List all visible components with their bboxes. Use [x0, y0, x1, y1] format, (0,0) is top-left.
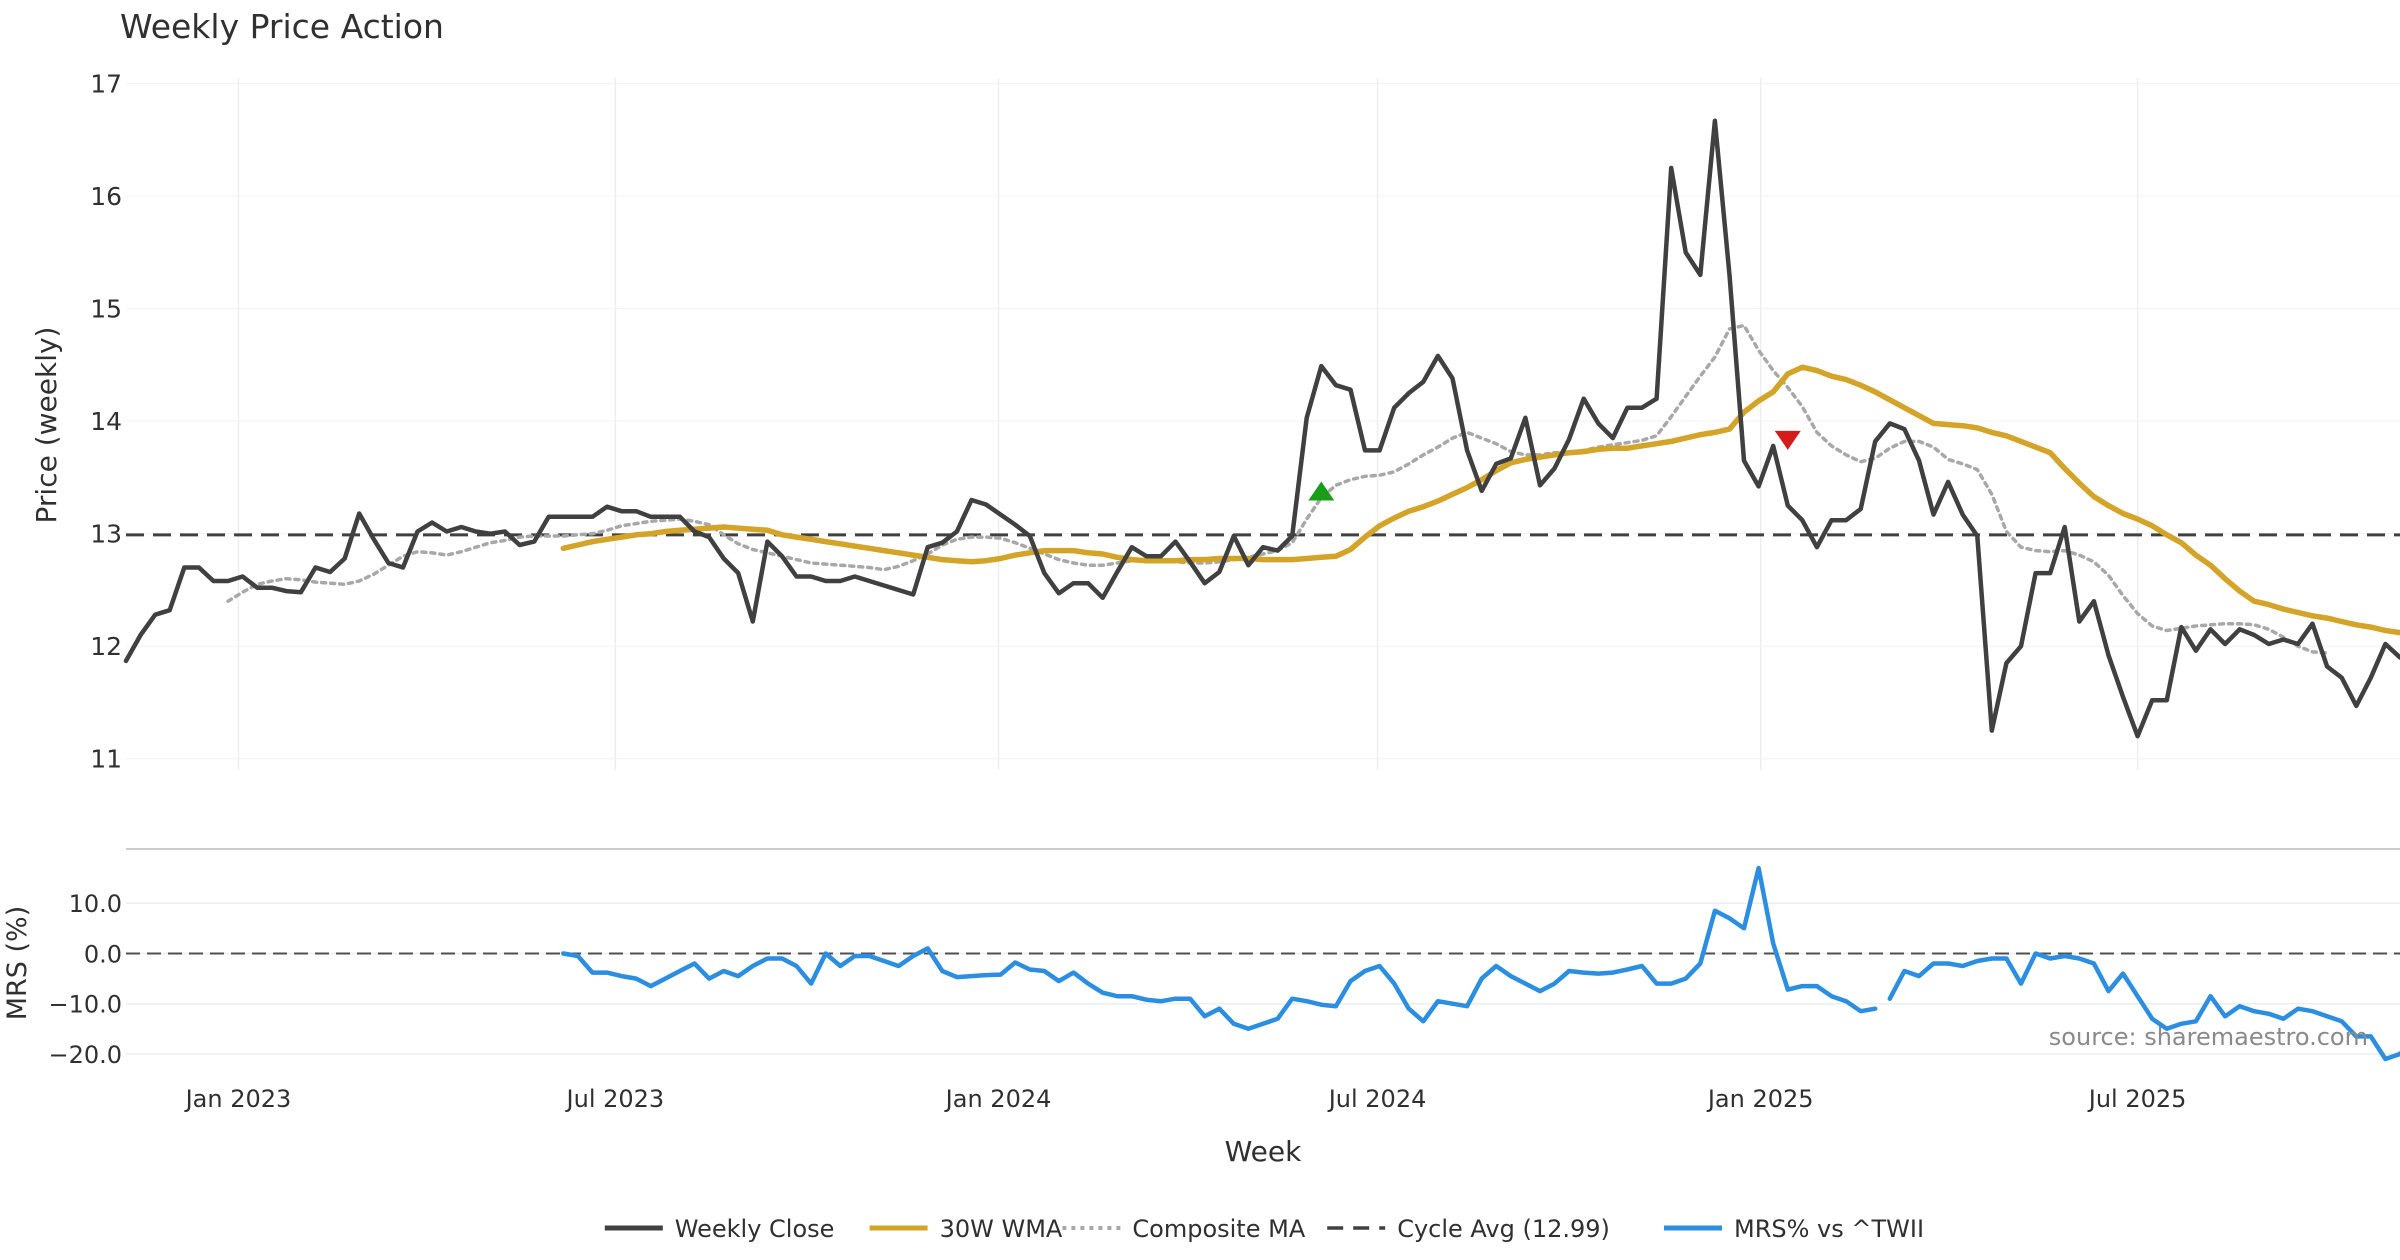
series-mrs-segment-1	[561, 865, 1878, 1032]
mrs-y-tick-label: −10.0	[48, 991, 122, 1019]
x-tick-label: Jan 2024	[944, 1085, 1052, 1113]
series-layer	[123, 118, 2400, 1062]
price-axis-label: Price (weekly)	[30, 327, 63, 524]
axis-layer: Jan 2023 Jul 2023 Jan 2024 Jul 2024 Jan 2025…	[48, 70, 2186, 1113]
grid-layer	[126, 78, 2400, 1055]
x-tick-label: Jul 2025	[2087, 1085, 2187, 1113]
x-axis-label: Week	[1225, 1135, 1302, 1168]
price-y-tick-label: 16	[90, 182, 122, 211]
legend-label-30w-wma: 30W WMA	[940, 1215, 1063, 1243]
x-tick-label: Jan 2023	[184, 1085, 292, 1113]
source-credit: source: sharemaestro.com	[2049, 1023, 2368, 1051]
series-weekly-close	[123, 118, 2400, 739]
legend-label-mrs-vs-twii: MRS% vs ^TWII	[1734, 1215, 1924, 1243]
x-tick-label: Jul 2023	[565, 1085, 665, 1113]
legend-label-cycle-avg-12-99: Cycle Avg (12.99)	[1397, 1215, 1610, 1243]
x-tick-label: Jul 2024	[1327, 1085, 1427, 1113]
mrs-axis-label: MRS (%)	[2, 906, 33, 1021]
price-y-tick-label: 13	[90, 520, 122, 549]
series-30w-wma	[560, 364, 2400, 636]
x-tick-label: Jan 2025	[1706, 1085, 1814, 1113]
price-y-tick-label: 11	[90, 745, 122, 774]
reference-lines	[126, 533, 2400, 955]
mrs-y-tick-label: 0.0	[84, 940, 122, 968]
sell-signal-marker	[1774, 430, 1801, 450]
price-y-tick-label: 12	[90, 632, 122, 661]
legend-label-weekly-close: Weekly Close	[675, 1215, 835, 1243]
buy-signal-marker	[1308, 481, 1335, 501]
price-y-tick-label: 17	[90, 70, 122, 99]
chart-title: Weekly Price Action	[120, 7, 444, 46]
mrs-y-tick-label: −20.0	[48, 1041, 122, 1069]
series-composite-ma	[226, 323, 2329, 655]
price-y-tick-label: 15	[90, 295, 122, 324]
marker-layer	[1308, 430, 1801, 501]
mrs-y-tick-label: 10.0	[69, 890, 122, 918]
series-mrs-segment-2	[1887, 951, 2400, 1062]
legend: Weekly Close 30W WMA Composite MA Cycle Avg…	[604, 1215, 1924, 1243]
legend-label-composite-ma: Composite MA	[1132, 1215, 1305, 1243]
price-y-tick-label: 14	[90, 407, 122, 436]
